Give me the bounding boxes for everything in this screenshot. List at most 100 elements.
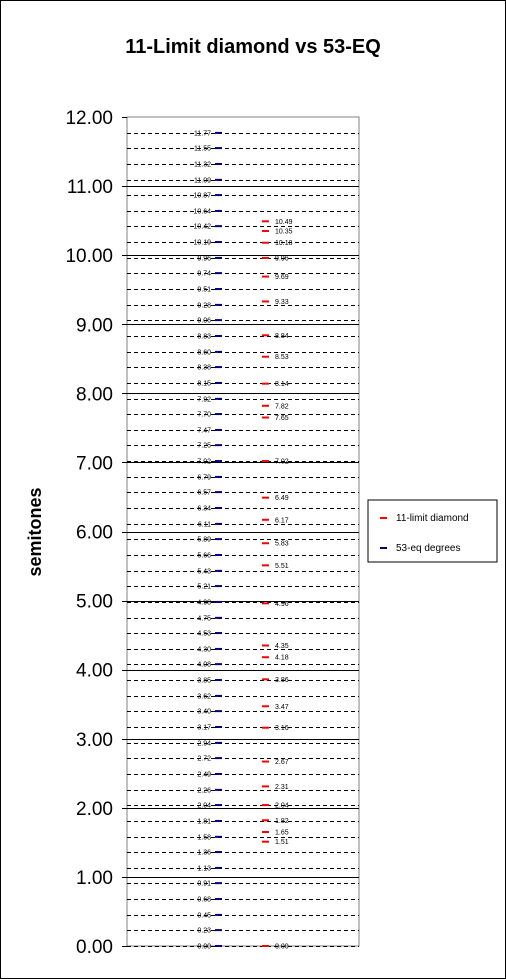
data-label-11-limit-diamond: 4.18 [275,655,289,662]
data-label-11-limit-diamond: 9.96 [275,255,289,262]
data-label-53-eq: 0.00 [197,944,211,951]
point-53-eq [215,147,222,150]
series-53-eq-degrees: 0.00 0.23 0.45 0.68 0.91 1.13 1.36 1.58 1.81 2.04… [193,130,222,951]
data-label-53-eq: 4.75 [197,615,211,622]
data-label-53-eq: 0.91 [197,881,211,888]
data-label-11-limit-diamond: 2.04 [275,803,289,810]
point-11-limit-diamond [262,404,269,407]
data-label-53-eq: 8.60 [197,349,211,356]
point-11-limit-diamond [262,804,269,807]
y-tick-label: 1.00 [76,868,113,889]
point-11-limit-diamond [262,726,269,729]
data-label-53-eq: 8.15 [197,380,211,387]
data-label-53-eq: 3.40 [197,709,211,716]
point-53-eq [215,647,222,650]
point-11-limit-diamond [262,819,269,822]
point-53-eq [215,616,222,619]
point-53-eq [215,819,222,822]
data-label-53-eq: 9.28 [197,302,211,309]
data-label-53-eq: 11.55 [194,146,211,153]
point-53-eq [215,194,222,197]
point-11-limit-diamond [262,220,269,223]
legend-box [367,499,498,563]
point-53-eq [215,444,222,447]
point-53-eq [215,381,222,384]
data-label-11-limit-diamond: 7.65 [275,415,289,422]
point-11-limit-diamond [262,275,269,278]
data-label-53-eq: 4.98 [197,599,211,606]
point-11-limit-diamond [262,518,269,521]
data-label-53-eq: 1.81 [197,818,211,825]
legend-label-11-limit-diamond: 11-limit diamond [396,513,469,524]
data-label-11-limit-diamond: 9.69 [275,274,289,281]
data-label-11-limit-diamond: 6.17 [275,517,289,524]
data-label-53-eq: 7.02 [197,459,211,466]
point-11-limit-diamond [262,355,269,358]
point-11-limit-diamond [262,460,269,463]
data-label-11-limit-diamond: 5.51 [275,563,289,570]
data-label-53-eq: 9.51 [197,287,211,294]
data-label-11-limit-diamond: 6.49 [275,495,289,502]
data-label-53-eq: 11.09 [194,177,211,184]
data-label-53-eq: 10.87 [193,193,211,200]
data-label-53-eq: 2.04 [197,803,211,810]
point-53-eq [215,898,222,901]
point-53-eq [215,241,222,244]
point-53-eq [215,726,222,729]
data-label-53-eq: 4.08 [197,662,211,669]
data-label-11-limit-diamond: 1.82 [275,818,289,825]
point-53-eq [215,945,222,947]
point-11-limit-diamond [262,945,269,947]
point-53-eq [215,585,222,588]
y-tick-label: 10.00 [65,246,113,267]
data-label-53-eq: 5.66 [197,552,211,559]
y-tick-label: 2.00 [76,799,113,820]
data-label-11-limit-diamond: 8.53 [275,354,289,361]
y-axis-label: semitones [25,487,45,576]
point-53-eq [215,319,222,322]
data-label-53-eq: 7.92 [197,396,211,403]
point-11-limit-diamond [262,785,269,788]
point-53-eq [215,522,222,525]
point-53-eq [215,663,222,666]
data-label-53-eq: 6.34 [197,506,211,513]
data-label-53-eq: 4.53 [197,631,211,638]
point-53-eq [215,804,222,807]
point-53-eq [215,710,222,713]
point-53-eq [215,397,222,400]
data-label-11-limit-diamond: 10.18 [275,240,293,247]
point-11-limit-diamond [262,334,269,337]
point-53-eq [215,350,222,353]
point-53-eq [215,741,222,744]
data-label-11-limit-diamond: 10.49 [275,219,293,226]
data-label-53-eq: 0.23 [197,928,211,935]
data-label-53-eq: 7.47 [197,427,211,434]
data-label-53-eq: 0.45 [197,912,211,919]
series-11-limit-diamond: 0.00 1.51 1.65 1.82 2.04 2.31 2.67 3.16 3.47 3.86… [262,219,293,951]
data-label-11-limit-diamond: 5.83 [275,541,289,548]
data-label-53-eq: 10.42 [193,224,211,231]
point-11-limit-diamond [262,705,269,708]
y-tick-label: 4.00 [76,661,113,682]
point-11-limit-diamond [262,644,269,647]
data-label-11-limit-diamond: 8.84 [275,333,289,340]
point-53-eq [215,366,222,369]
data-label-11-limit-diamond: 1.51 [275,839,289,846]
data-label-53-eq: 7.25 [197,443,211,450]
point-53-eq [215,303,222,306]
data-label-53-eq: 9.96 [197,255,211,262]
point-53-eq [215,788,222,791]
data-label-53-eq: 6.11 [198,521,211,528]
major-gridlines [127,186,359,878]
data-label-53-eq: 11.77 [194,130,211,137]
point-53-eq [215,632,222,635]
point-53-eq [215,413,222,416]
point-53-eq [215,288,222,291]
point-53-eq [215,475,222,478]
y-tick-label: 8.00 [76,384,113,405]
data-label-11-limit-diamond: 7.02 [275,459,289,466]
point-53-eq [215,694,222,697]
point-53-eq [215,553,222,556]
point-53-eq [215,491,222,494]
